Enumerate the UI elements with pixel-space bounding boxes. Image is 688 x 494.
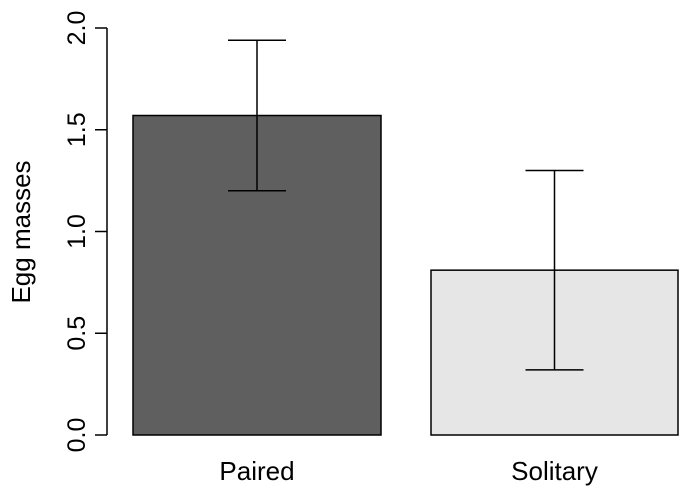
category-label-solitary: Solitary — [511, 456, 598, 486]
y-axis-title: Egg masses — [6, 160, 36, 303]
y-axis: 0.0 0.5 1.0 1.5 2.0 — [63, 11, 108, 453]
bars-group — [132, 114, 679, 436]
category-label-paired: Paired — [219, 456, 294, 486]
category-labels-group: Paired Solitary — [219, 456, 597, 486]
y-tick-label: 1.0 — [63, 214, 91, 249]
y-tick-label: 2.0 — [63, 11, 91, 46]
y-tick-label: 0.0 — [63, 418, 91, 453]
y-tick-label: 0.5 — [63, 316, 91, 351]
y-tick-label: 1.5 — [63, 112, 91, 147]
error-bars-group — [228, 39, 584, 371]
